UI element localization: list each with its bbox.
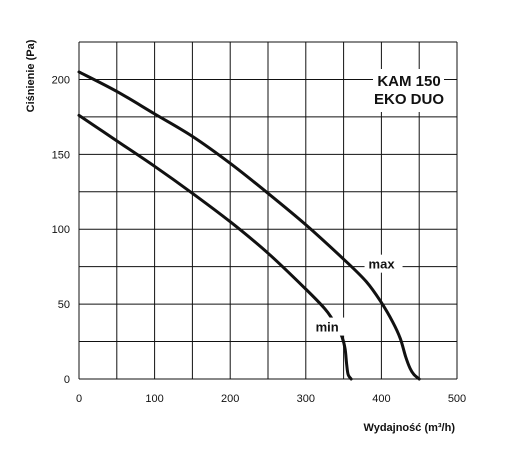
series-label-background xyxy=(364,254,403,273)
y-tick-label: 200 xyxy=(52,74,70,86)
series-line-max xyxy=(77,70,421,381)
title-background xyxy=(373,69,444,112)
x-tick-label: 300 xyxy=(297,393,315,405)
series-label-min: min xyxy=(316,320,339,335)
chart-title-line-1: KAM 150 xyxy=(377,73,440,90)
y-tick-label: 100 xyxy=(52,224,70,236)
tick-labels: 0 100 200 300 400 500 0 50 100 150 200 xyxy=(52,74,467,405)
x-axis-title: Wydajność (m³/h) xyxy=(364,422,456,434)
x-tick-label: 100 xyxy=(145,393,163,405)
x-tick-label: 200 xyxy=(221,393,239,405)
y-tick-label: 0 xyxy=(64,374,70,386)
y-tick-label: 150 xyxy=(52,149,70,161)
x-tick-label: 0 xyxy=(76,393,82,405)
chart-title-line-2: EKO DUO xyxy=(374,91,444,108)
series-lines xyxy=(77,70,421,381)
y-axis-title: Ciśnienie (Pa) xyxy=(25,39,37,112)
y-tick-label: 50 xyxy=(58,299,70,311)
x-tick-label: 500 xyxy=(448,393,466,405)
series-label-max: max xyxy=(369,257,396,272)
series-labels: max min xyxy=(311,254,403,336)
x-tick-label: 400 xyxy=(372,393,390,405)
series-label-background xyxy=(311,317,350,336)
series-line-min xyxy=(77,113,353,381)
